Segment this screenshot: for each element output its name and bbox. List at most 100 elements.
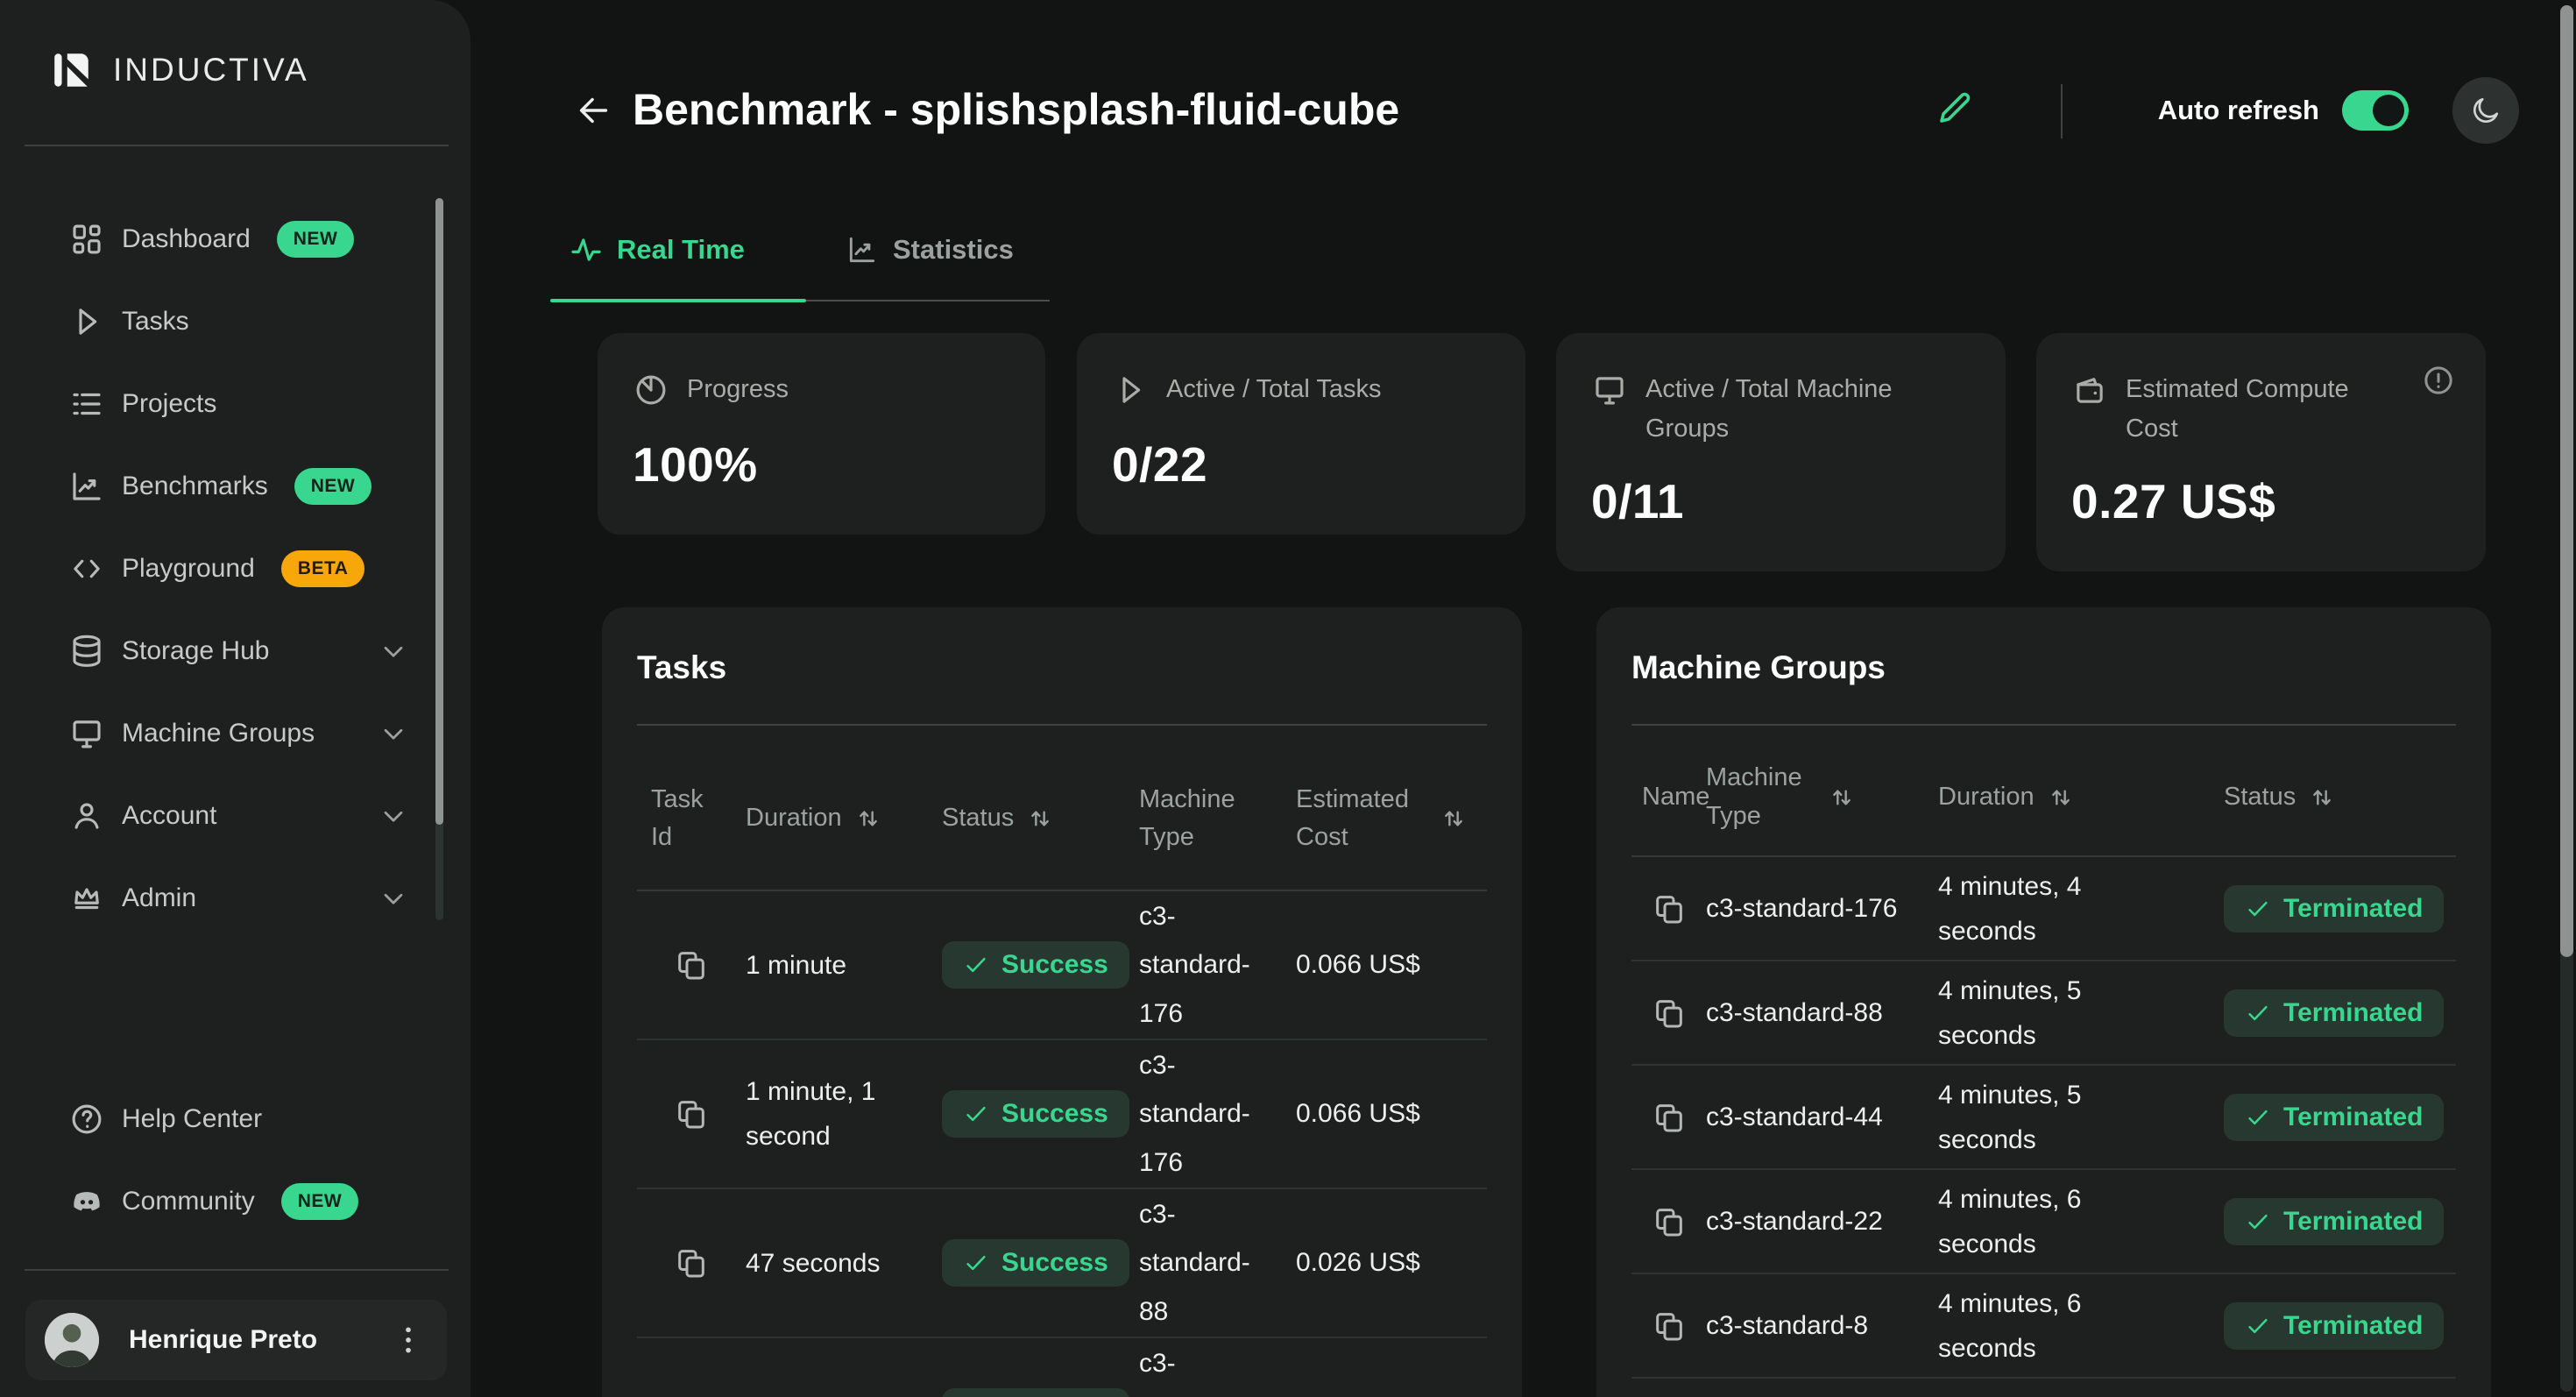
sidebar-item-label: Projects (122, 389, 217, 418)
copy-name-button[interactable] (1631, 1204, 1706, 1239)
table-row: 42 seconds Success c3-standard-44 0.023 … (637, 1338, 1487, 1397)
copy-name-button[interactable] (1631, 1100, 1706, 1135)
copy-name-button[interactable] (1631, 891, 1706, 926)
user-menu-button[interactable] (391, 1323, 426, 1358)
sidebar-item-label: Machine Groups (122, 719, 315, 748)
tab-active-underline (550, 299, 806, 302)
sidebar-item-label: Community (122, 1187, 255, 1216)
sidebar-item-machine-groups[interactable]: Machine Groups (0, 692, 471, 775)
new-badge: NEW (294, 468, 372, 505)
machine-group-type: c3-standard-88 (1706, 997, 1883, 1027)
brand-logo[interactable]: INDUCTIVA (50, 48, 309, 92)
sidebar-item-projects[interactable]: Projects (0, 363, 471, 445)
sidebar-scrollbar-thumb[interactable] (435, 198, 443, 825)
task-estimated-cost: 0.026 US$ (1296, 1248, 1420, 1277)
sidebar-item-admin[interactable]: Admin (0, 857, 471, 940)
mg-col-name: Name (1631, 778, 1709, 817)
back-button[interactable] (574, 90, 614, 131)
task-duration: 1 minute (746, 950, 847, 980)
status-badge: Terminated (2224, 989, 2445, 1037)
stat-card-progress: Progress 100% (598, 333, 1045, 535)
table-row: c3-standard-22 4 minutes, 6 seconds Term… (1631, 1170, 2456, 1274)
sidebar: INDUCTIVA Dashboard NEW Tasks Projects B… (0, 0, 471, 1397)
sort-icon (1445, 811, 1462, 826)
help-icon (72, 1104, 102, 1134)
admin-icon (74, 888, 99, 910)
sidebar-item-storage-hub[interactable]: Storage Hub (0, 610, 471, 692)
sidebar-divider-top (25, 145, 449, 146)
copy-icon (678, 1250, 704, 1278)
sidebar-item-help-center[interactable]: Help Center (0, 1078, 471, 1160)
chevron-down-icon (378, 635, 409, 667)
table-row: c3-standard-8 4 minutes, 6 seconds Termi… (1631, 1274, 2456, 1379)
sort-button[interactable] (2308, 784, 2336, 812)
task-machine-type: c3-standard-44 (1139, 1348, 1176, 1378)
sort-button[interactable] (854, 805, 882, 833)
info-icon[interactable] (2421, 363, 2456, 398)
copy-icon (1655, 1208, 1682, 1236)
machine-group-duration: 4 minutes, 6 seconds (1938, 1184, 2082, 1259)
user-card[interactable]: Henrique Preto (25, 1300, 447, 1380)
machine-group-type: c3-standard-44 (1706, 1102, 1883, 1131)
tasks-col-task-id: Task Id (637, 781, 746, 857)
chevron-down-icon (384, 646, 403, 657)
auto-refresh-toggle[interactable] (2342, 90, 2409, 131)
copy-name-button[interactable] (1631, 1308, 1706, 1344)
chevron-down-icon (378, 718, 409, 749)
tasks-panel-title: Tasks (637, 649, 727, 685)
chevron-down-icon (384, 811, 403, 822)
copy-icon (1655, 895, 1682, 923)
sidebar-item-account[interactable]: Account (0, 775, 471, 857)
tab-rest-underline (806, 300, 1050, 301)
kebab-menu-icon (406, 1327, 411, 1353)
machine-group-type: c3-standard-22 (1706, 1206, 1883, 1236)
sort-button[interactable] (2047, 784, 2075, 812)
status-badge: Success (942, 1090, 1129, 1138)
check-icon (2248, 1214, 2268, 1229)
tab-statistics[interactable]: Statistics (846, 233, 1014, 266)
edit-benchmark-button[interactable] (1933, 88, 1975, 130)
task-duration: 1 minute, 1 second (746, 1077, 876, 1151)
machine-group-duration: 4 minutes, 6 seconds (1938, 1288, 2082, 1363)
sidebar-nav: Dashboard NEW Tasks Projects Benchmarks … (0, 198, 471, 940)
column-label: Machine Type (1139, 784, 1235, 852)
sort-button[interactable] (1026, 805, 1054, 833)
benchmarks-icon (73, 472, 101, 500)
sidebar-item-community[interactable]: Community NEW (0, 1160, 471, 1243)
page-scrollbar-thumb[interactable] (2560, 5, 2573, 957)
theme-toggle-button[interactable] (2452, 77, 2519, 144)
sort-icon (2313, 789, 2332, 805)
table-row: c3-standard-88 4 minutes, 5 seconds Term… (1631, 961, 2456, 1066)
copy-task-id-button[interactable] (637, 1245, 746, 1280)
header-controls: Auto refresh (2158, 77, 2519, 144)
copy-icon (1655, 1103, 1682, 1131)
mg-col-machine-type: Machine Type (1706, 759, 1938, 835)
copy-task-id-button[interactable] (637, 1096, 746, 1131)
chevron-down-icon (378, 800, 409, 832)
sort-button[interactable] (1440, 805, 1468, 833)
sidebar-item-label: Help Center (122, 1104, 263, 1133)
column-label: Duration (746, 804, 842, 833)
sidebar-item-playground[interactable]: Playground BETA (0, 528, 471, 610)
sidebar-scrollbar[interactable] (435, 198, 443, 920)
brand-name: INDUCTIVA (113, 52, 309, 88)
page-scrollbar[interactable] (2560, 5, 2573, 1392)
copy-icon (678, 952, 704, 980)
sort-button[interactable] (1828, 784, 1856, 812)
check-icon (2248, 1110, 2268, 1124)
tab-real-time[interactable]: Real Time (570, 233, 745, 266)
column-label: Duration (1938, 782, 2035, 811)
task-machine-type: c3-standard-88 (1139, 1199, 1250, 1326)
storage-icon (73, 635, 101, 667)
sidebar-item-dashboard[interactable]: Dashboard NEW (0, 198, 471, 280)
pencil-icon (1940, 92, 1971, 123)
copy-task-id-button[interactable] (637, 947, 746, 982)
copy-name-button[interactable] (1631, 996, 1706, 1031)
machine-group-type: c3-standard-8 (1706, 1310, 1869, 1340)
tasks-table-body: 1 minute Success c3-standard-176 0.066 U… (637, 891, 1487, 1397)
sidebar-item-tasks[interactable]: Tasks (0, 280, 471, 363)
mg-col-status: Status (2224, 778, 2456, 817)
sidebar-item-benchmarks[interactable]: Benchmarks NEW (0, 445, 471, 528)
check-icon (966, 1255, 986, 1271)
